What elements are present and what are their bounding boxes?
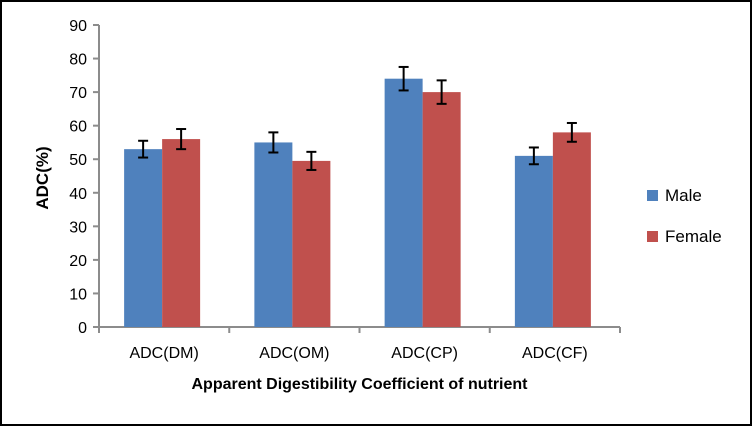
bar-male-0 [124, 149, 163, 327]
bar-female-1 [292, 160, 331, 327]
y-tick-label: 40 [69, 186, 87, 203]
y-tick-label: 90 [69, 18, 87, 35]
bar-female-3 [552, 132, 591, 327]
category-label: ADC(DM) [129, 345, 198, 362]
category-label: ADC(CF) [522, 345, 588, 362]
category-label: ADC(OM) [259, 345, 329, 362]
bar-female-2 [422, 92, 461, 327]
legend-item-female: Female [647, 226, 722, 247]
y-tick-label: 30 [69, 219, 87, 236]
y-tick-label: 80 [69, 52, 87, 69]
legend-label: Male [665, 186, 702, 205]
bar-male-3 [514, 155, 553, 327]
legend-label: Female [665, 227, 722, 246]
legend: Male Female [647, 185, 722, 247]
bar-female-0 [162, 139, 201, 327]
bar-male-1 [254, 142, 293, 327]
x-axis-title: Apparent Digestibility Coefficient of nu… [191, 376, 528, 393]
legend-item-male: Male [647, 185, 722, 206]
legend-swatch-male [647, 190, 658, 201]
y-axis-title: ADC(%) [33, 146, 52, 210]
y-tick-label: 10 [69, 286, 87, 303]
category-label: ADC(CP) [391, 345, 458, 362]
y-tick-label: 50 [69, 152, 87, 169]
legend-swatch-female [647, 231, 658, 242]
y-tick-label: 60 [69, 119, 87, 136]
y-tick-label: 20 [69, 253, 87, 270]
bar-male-2 [384, 78, 423, 327]
y-tick-label: 70 [69, 85, 87, 102]
y-tick-label: 0 [78, 320, 87, 337]
